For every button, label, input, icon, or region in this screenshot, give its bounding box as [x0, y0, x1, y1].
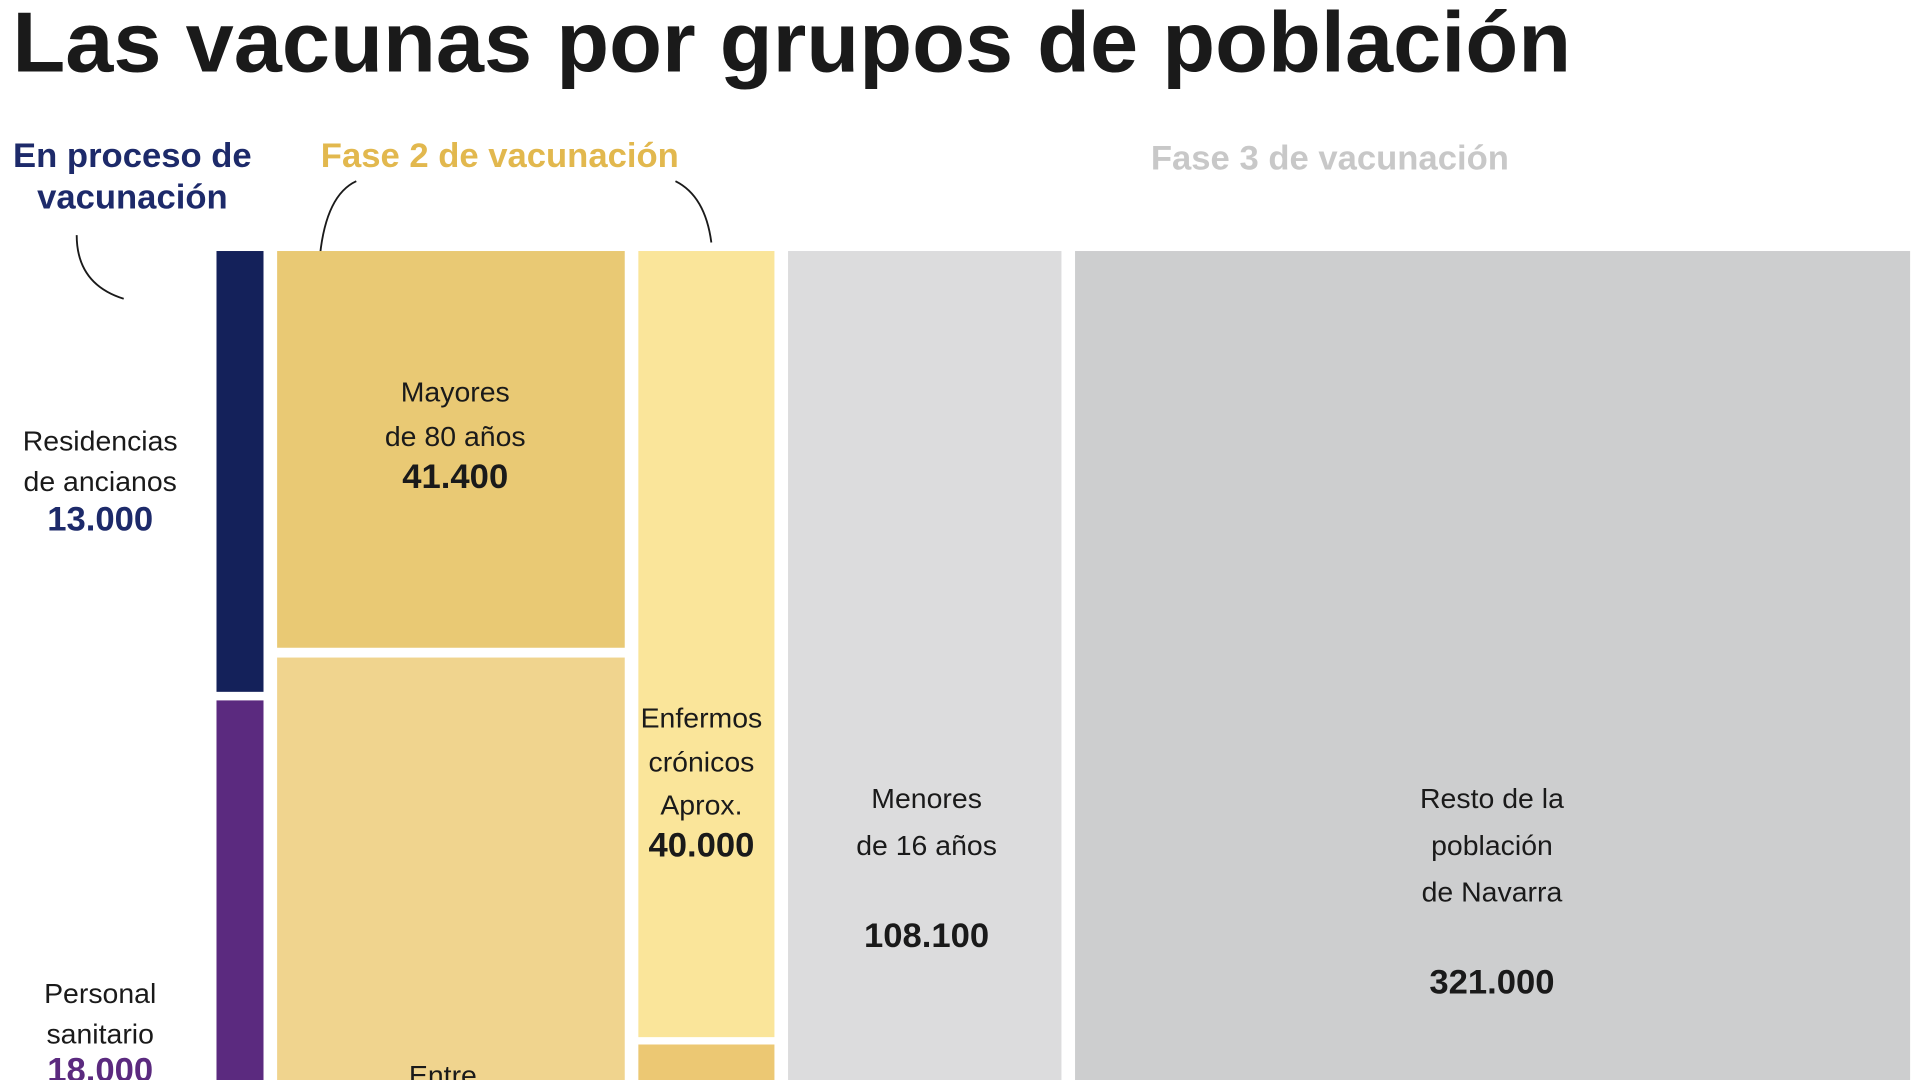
group-label: Enfermos	[641, 702, 763, 734]
group-label: Personal	[44, 977, 156, 1009]
group-value: 108.100	[864, 917, 989, 955]
group-value: 13.000	[47, 501, 153, 539]
group-value: 41.400	[402, 458, 508, 496]
connectors	[75, 180, 713, 300]
group-label: Aprox.	[660, 789, 742, 821]
group-label: Resto de la	[1420, 782, 1564, 814]
phase-label: Fase 3 de vacunación	[1151, 140, 1509, 178]
connector	[675, 180, 713, 243]
block	[638, 1044, 775, 1080]
group-label: Residencias	[23, 425, 178, 457]
phase-label: Fase 2 de vacunación	[321, 137, 679, 175]
block	[216, 700, 264, 1080]
phase-label: En proceso de	[13, 137, 252, 175]
group-label: de ancianos	[24, 465, 177, 497]
group-value: 321.000	[1429, 964, 1554, 1002]
group-label: sanitario	[46, 1017, 154, 1049]
title: Las vacunas por grupos de población	[12, 0, 1571, 91]
block	[1075, 251, 1911, 1080]
block	[216, 251, 264, 692]
connector	[75, 235, 124, 300]
block	[638, 251, 775, 1038]
block	[277, 657, 625, 1080]
connector	[318, 180, 357, 265]
group-label: Entre	[409, 1059, 477, 1080]
group-label: de 16 años	[856, 829, 997, 861]
group-label: de Navarra	[1422, 875, 1563, 907]
group-label: Menores	[871, 782, 982, 814]
phase-label: vacunación	[37, 179, 228, 217]
group-label: Mayores	[401, 376, 510, 408]
group-value: 40.000	[648, 827, 754, 865]
group-label: de 80 años	[385, 420, 526, 452]
group-label: crónicos	[648, 746, 754, 778]
block	[788, 251, 1062, 1080]
block	[277, 251, 625, 648]
group-value: 18.000	[47, 1052, 153, 1080]
group-label: población	[1431, 829, 1553, 861]
